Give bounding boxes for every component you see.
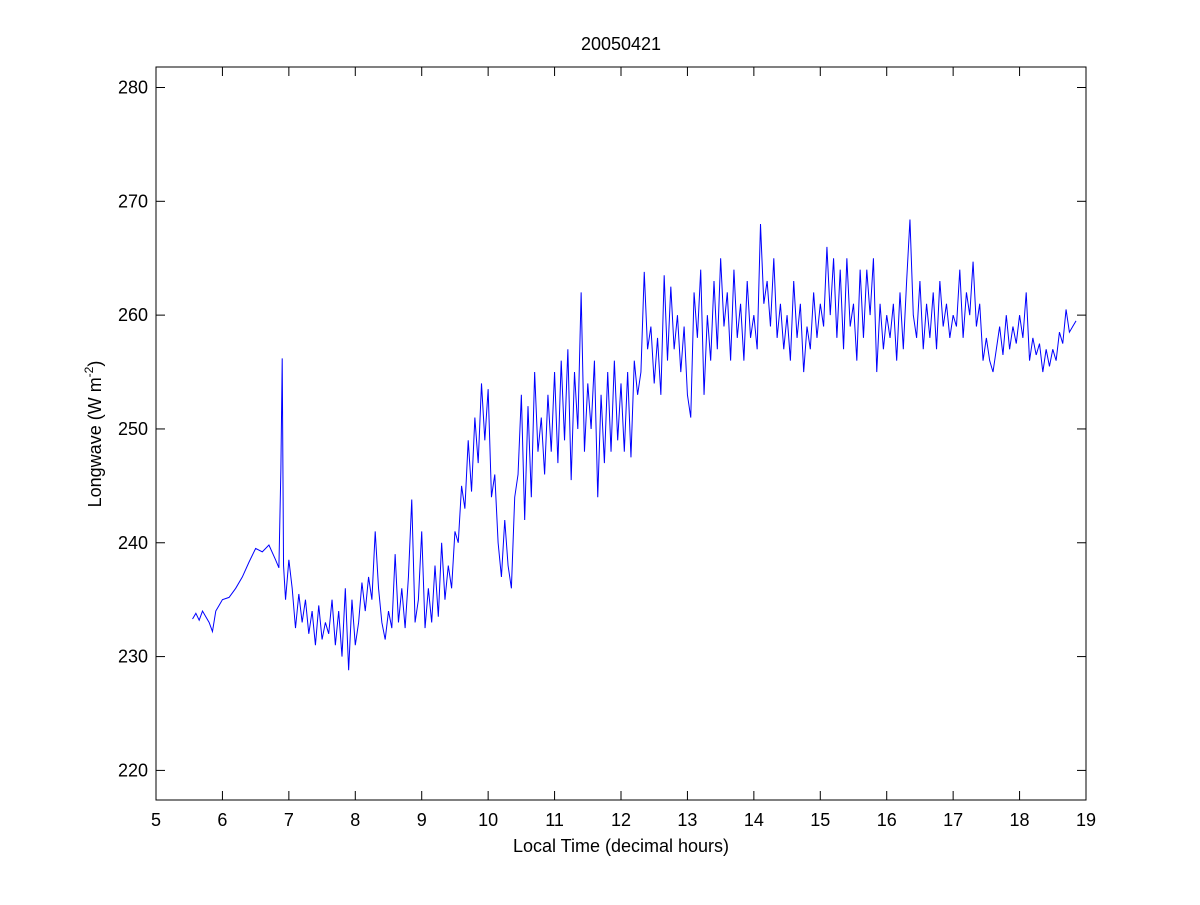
x-tick-label: 7 [284,810,294,830]
x-tick-label: 12 [611,810,631,830]
x-tick-label: 6 [217,810,227,830]
x-tick-label: 18 [1010,810,1030,830]
y-tick-label: 260 [118,305,148,325]
y-label-suffix: ) [85,361,105,367]
x-axis-label: Local Time (decimal hours) [513,836,729,856]
y-tick-label: 250 [118,419,148,439]
x-tick-label: 17 [943,810,963,830]
x-tick-label: 10 [478,810,498,830]
x-tick-label: 15 [810,810,830,830]
x-tick-label: 8 [350,810,360,830]
x-tick-label: 16 [877,810,897,830]
data-line [192,219,1077,671]
plot-area [155,66,1087,801]
y-axis-label: Longwave (W m-2) [82,361,105,508]
y-label-superscript: -2 [82,366,96,377]
y-tick-label: 240 [118,533,148,553]
chart-title: 20050421 [581,34,661,54]
x-tick-label: 11 [545,810,564,830]
y-label-text: Longwave (W m [85,377,105,507]
y-tick-label: 270 [118,191,148,211]
x-tick-label: 9 [417,810,427,830]
x-tick-label: 14 [744,810,764,830]
y-tick-label: 230 [118,647,148,667]
x-tick-label: 13 [677,810,697,830]
y-tick-label: 220 [118,760,148,780]
x-tick-label: 19 [1076,810,1096,830]
x-tick-label: 5 [151,810,161,830]
y-tick-label: 280 [118,77,148,97]
